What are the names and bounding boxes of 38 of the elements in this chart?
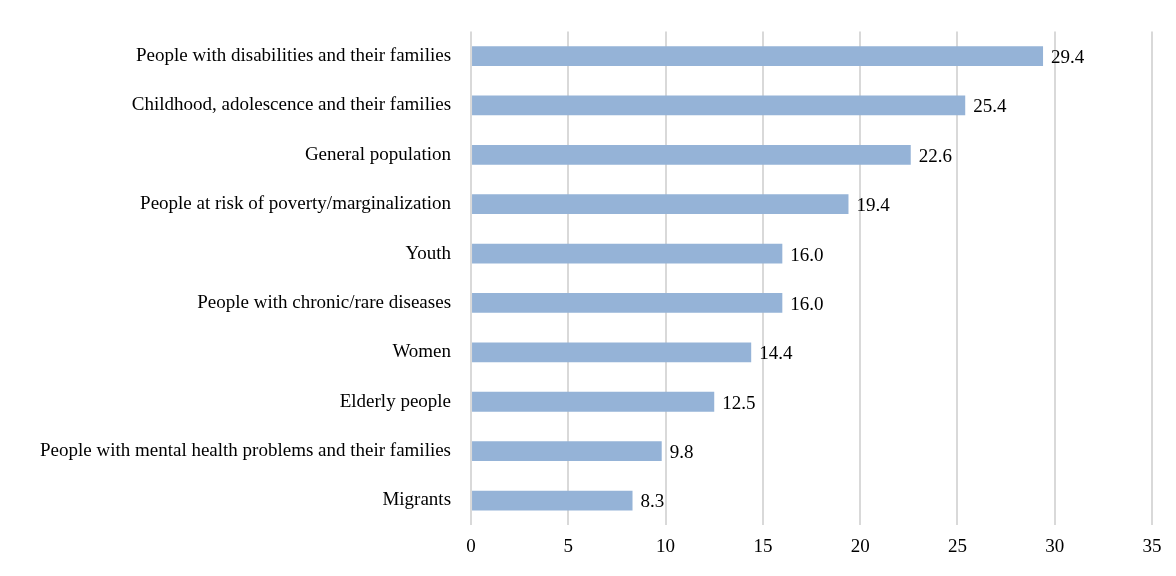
y-tick-label: Women xyxy=(392,340,452,362)
y-tick-label: Youth xyxy=(405,241,452,263)
data-label: 16.0 xyxy=(790,292,824,314)
y-tick-label: People with disabilities and their families xyxy=(136,44,452,66)
x-tick-label: 20 xyxy=(850,534,870,556)
bar xyxy=(472,391,715,412)
y-tick-label: People at risk of poverty/marginalization xyxy=(140,192,452,214)
bar xyxy=(472,243,783,264)
data-label: 12.5 xyxy=(722,391,756,413)
data-label: 19.4 xyxy=(856,194,891,216)
y-tick-label: People with chronic/rare diseases xyxy=(197,290,452,312)
data-label: 14.4 xyxy=(759,342,793,364)
y-tick-label: Elderly people xyxy=(339,389,452,411)
data-label: 16.0 xyxy=(790,243,824,265)
bar xyxy=(472,293,783,313)
bar xyxy=(472,95,966,116)
x-tick-label: 35 xyxy=(1142,534,1162,556)
x-tick-label: 0 xyxy=(466,534,476,556)
bar xyxy=(472,46,1044,66)
x-tick-label: 10 xyxy=(656,534,676,556)
data-label: 8.3 xyxy=(640,490,665,512)
bar xyxy=(472,194,849,215)
data-label: 9.8 xyxy=(669,441,694,463)
bar xyxy=(472,144,911,165)
bar xyxy=(472,342,752,363)
y-tick-label: General population xyxy=(304,142,452,164)
y-tick-label: Childhood, adolescence and their families xyxy=(131,93,452,115)
bar xyxy=(472,490,633,511)
data-label: 22.6 xyxy=(918,144,952,166)
x-tick-label: 25 xyxy=(947,534,967,556)
data-label: 25.4 xyxy=(973,95,1007,117)
bar xyxy=(472,441,662,462)
y-tick-label: People with mental health problems and their families xyxy=(39,439,452,461)
x-tick-label: 15 xyxy=(753,534,773,556)
y-tick-label: Migrants xyxy=(382,488,452,510)
x-tick-label: 5 xyxy=(563,534,574,556)
x-tick-label: 30 xyxy=(1045,534,1065,556)
data-label: 29.4 xyxy=(1051,46,1085,68)
